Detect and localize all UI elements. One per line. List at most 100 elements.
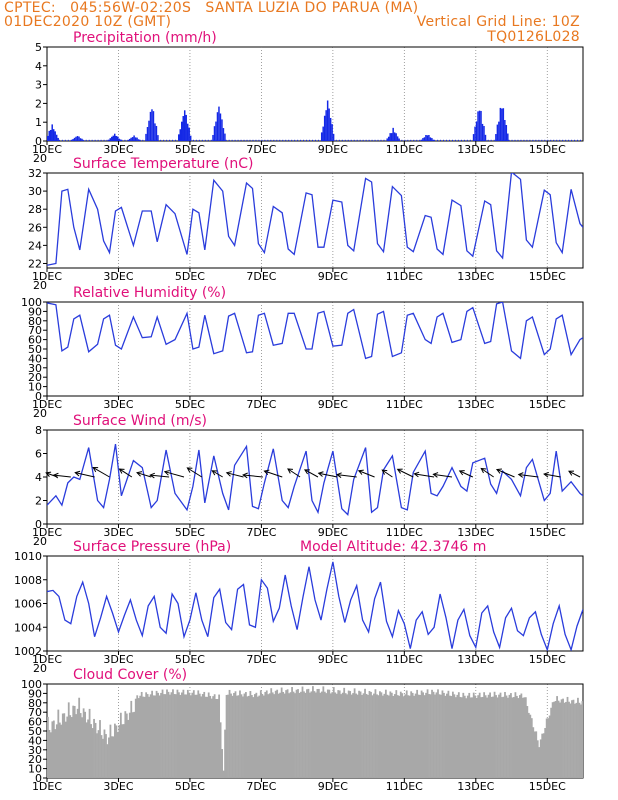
cloud-bar xyxy=(234,691,237,778)
precip-trace xyxy=(487,139,489,141)
cloud-bar xyxy=(508,694,511,778)
cloud-bar xyxy=(526,706,529,778)
precip-trace xyxy=(118,139,120,141)
x-tick-label: 5DEC xyxy=(175,653,205,666)
cloud-bar xyxy=(309,692,311,778)
precip-trace xyxy=(109,139,111,141)
precip-trace xyxy=(186,139,188,141)
x-tick-label: 1DEC xyxy=(32,653,62,666)
cloud-bar xyxy=(121,724,124,778)
precip-trace xyxy=(291,139,293,141)
cloud-bar xyxy=(298,692,301,778)
cloud-bar xyxy=(559,702,561,778)
x-tick-label: 7DEC xyxy=(246,526,276,539)
cloud-bar xyxy=(191,692,194,778)
cloud-bar xyxy=(562,698,564,778)
cloud-bar xyxy=(112,736,115,778)
cloud-bar xyxy=(286,689,289,778)
series-line-temp xyxy=(47,173,583,266)
precip-trace xyxy=(246,139,248,141)
cloud-bar xyxy=(63,713,66,778)
precip-trace xyxy=(353,139,355,141)
cloud-bar xyxy=(370,691,372,778)
wind-arrow xyxy=(413,471,435,478)
precip-bar xyxy=(116,136,119,141)
cloud-bar xyxy=(136,695,139,778)
cloud-bar xyxy=(60,724,63,778)
cloud-bar xyxy=(224,729,226,778)
y-tick-label: 28 xyxy=(28,203,42,216)
precip-trace xyxy=(344,139,346,141)
precip-trace xyxy=(166,139,168,141)
precip-trace xyxy=(419,139,421,141)
header-model-id: TQ0126L028 xyxy=(487,29,580,45)
cloud-bar xyxy=(69,715,72,778)
wind-arrow xyxy=(287,468,301,478)
cloud-bar xyxy=(111,736,113,778)
x-tick-label: 13DEC xyxy=(457,526,494,539)
cloud-bar xyxy=(453,694,456,778)
precip-trace xyxy=(451,139,453,141)
cloud-bar xyxy=(493,691,496,778)
x-tick-label: 13DEC xyxy=(457,143,494,156)
wind-arrow xyxy=(149,472,170,479)
precip-trace xyxy=(282,139,284,141)
cloud-bar xyxy=(297,689,299,778)
cloud-bar xyxy=(384,689,387,778)
cloud-bar xyxy=(221,749,223,778)
precip-bar xyxy=(328,108,330,141)
cloud-bar xyxy=(322,686,325,778)
cloud-bar xyxy=(268,693,271,778)
cloud-bar xyxy=(258,695,261,778)
wind-arrow xyxy=(432,472,453,478)
precip-trace xyxy=(517,139,519,141)
cloud-bar xyxy=(67,702,70,778)
cloud-bar xyxy=(219,722,222,778)
cloud-bar xyxy=(151,690,154,778)
precip-trace xyxy=(454,139,456,141)
cloud-bar xyxy=(551,702,554,778)
precip-trace xyxy=(148,139,150,141)
precip-trace xyxy=(550,139,552,141)
precip-trace xyxy=(201,139,203,141)
cloud-bar xyxy=(505,695,508,778)
cloud-bar xyxy=(554,701,557,778)
y-tick-label: 2 xyxy=(35,97,42,110)
cloud-bar xyxy=(498,694,500,778)
x-tick-label: 9DEC xyxy=(318,143,348,156)
precip-trace xyxy=(288,139,290,141)
x-tick-label: 7DEC xyxy=(246,398,276,411)
precip-trace xyxy=(88,139,90,141)
cloud-bar xyxy=(124,711,127,778)
cloud-bar xyxy=(466,695,469,778)
cloud-bar xyxy=(356,694,359,778)
precip-trace xyxy=(103,139,105,141)
cloud-bar xyxy=(410,691,413,778)
precip-bar xyxy=(181,121,183,141)
precip-trace xyxy=(127,139,129,141)
cloud-bar xyxy=(523,697,526,778)
cloud-bar xyxy=(207,692,210,778)
cloud-bar xyxy=(240,694,243,778)
cloud-bar xyxy=(163,694,165,778)
precip-trace xyxy=(478,139,480,141)
cloud-bar xyxy=(134,698,137,778)
precip-bar xyxy=(425,135,427,141)
cloud-bar xyxy=(201,694,204,778)
precip-trace xyxy=(532,139,534,141)
wind-arrow xyxy=(163,470,185,478)
cloud-bar xyxy=(119,712,122,778)
cloud-bar xyxy=(536,740,539,778)
precip-trace xyxy=(490,139,492,141)
cloud-bar xyxy=(544,728,547,778)
x-tick-label: 1DEC xyxy=(32,526,62,539)
precip-bar xyxy=(186,123,189,141)
precip-trace xyxy=(446,139,448,141)
precip-trace xyxy=(145,139,147,141)
cloud-bar xyxy=(334,692,337,778)
cloud-bar xyxy=(474,695,477,778)
cloud-bar xyxy=(441,690,444,778)
precip-bar xyxy=(146,127,149,141)
x-tick-partial: 20 xyxy=(33,407,47,420)
precip-bar xyxy=(49,129,52,141)
